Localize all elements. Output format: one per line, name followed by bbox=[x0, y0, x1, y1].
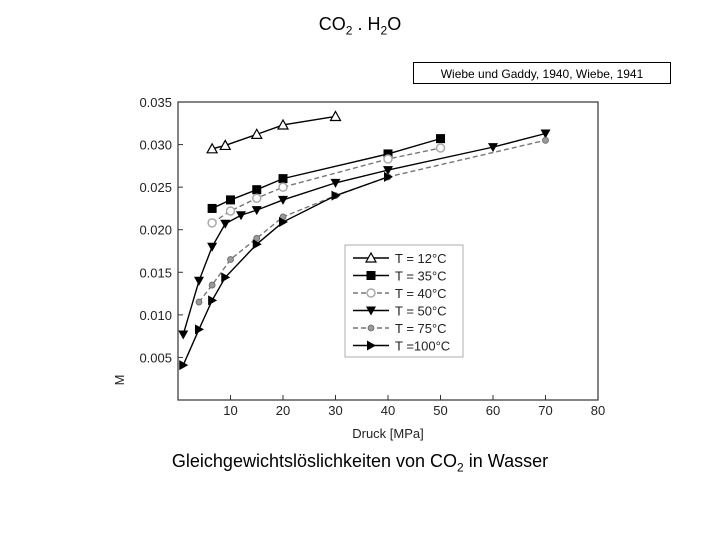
x-tick-label: 50 bbox=[433, 403, 447, 418]
legend-marker bbox=[367, 324, 375, 332]
legend-marker bbox=[366, 306, 376, 316]
series-layer bbox=[178, 110, 551, 371]
data-point bbox=[251, 206, 262, 216]
series-3 bbox=[207, 143, 446, 228]
data-point bbox=[488, 143, 498, 153]
chart-title: CO2 . H2O bbox=[318, 14, 402, 38]
x-tick-label: 40 bbox=[381, 403, 395, 418]
data-point bbox=[195, 324, 204, 335]
data-point bbox=[276, 118, 290, 130]
series-line bbox=[211, 115, 336, 150]
legend-box bbox=[344, 244, 464, 358]
legend-label: T = 50°C bbox=[395, 304, 447, 319]
data-point bbox=[540, 129, 551, 139]
legend-marker bbox=[366, 288, 376, 298]
x-tick-label: 20 bbox=[276, 403, 290, 418]
data-point bbox=[383, 154, 393, 164]
data-point bbox=[383, 149, 393, 159]
y-tick-label: 0.015 bbox=[139, 265, 172, 280]
data-point bbox=[195, 298, 203, 306]
data-point bbox=[227, 256, 234, 263]
data-point bbox=[194, 276, 204, 286]
data-point bbox=[331, 190, 341, 201]
source-label: Wiebe und Gaddy, 1940, Wiebe, 1941 bbox=[413, 62, 671, 84]
data-point bbox=[278, 174, 288, 184]
data-point bbox=[208, 295, 218, 306]
data-point bbox=[221, 272, 231, 283]
legend-item: T = 75°C bbox=[353, 321, 447, 336]
data-point bbox=[207, 218, 217, 228]
data-point bbox=[435, 143, 446, 153]
data-point bbox=[206, 142, 219, 154]
series-1 bbox=[206, 110, 342, 154]
data-point bbox=[542, 136, 549, 144]
legend-label: T = 12°C bbox=[395, 251, 447, 266]
data-point bbox=[225, 206, 236, 216]
y-tick-label: 0.030 bbox=[139, 138, 172, 153]
data-point bbox=[330, 178, 341, 188]
y-tick-label: 0.005 bbox=[139, 350, 172, 365]
data-point bbox=[384, 171, 393, 182]
series-6 bbox=[179, 171, 393, 371]
data-point bbox=[250, 128, 263, 139]
data-point bbox=[252, 185, 262, 195]
data-point bbox=[436, 134, 445, 144]
legend-item: T = 50°C bbox=[353, 304, 447, 319]
x-tick-label: 80 bbox=[591, 403, 605, 418]
x-axis-label: Druck [MPa] bbox=[352, 426, 424, 441]
series-line bbox=[211, 137, 441, 210]
legend-item: T =100°C bbox=[353, 339, 450, 354]
series-4 bbox=[178, 129, 551, 340]
legend: T = 12°C T = 35°C T = 40°C T = 50°C T = 75°C… bbox=[344, 244, 464, 358]
legend-item: T = 35°C bbox=[353, 269, 447, 284]
data-point bbox=[252, 239, 262, 250]
legend-label: T = 35°C bbox=[395, 269, 447, 284]
legend-label: T =100°C bbox=[395, 339, 450, 354]
legend-item: T = 40°C bbox=[353, 286, 447, 301]
data-point bbox=[279, 217, 288, 228]
figure-caption: Gleichgewichtslöslichkeiten von CO2 in W… bbox=[171, 451, 549, 475]
legend-marker bbox=[367, 340, 376, 351]
data-point bbox=[383, 166, 393, 176]
series-2 bbox=[207, 134, 445, 213]
x-tick-label: 70 bbox=[538, 403, 552, 418]
x-tick-label: 10 bbox=[223, 403, 237, 418]
data-point bbox=[236, 211, 246, 221]
legend-label: T = 40°C bbox=[395, 286, 447, 301]
y-tick-label: 0.035 bbox=[139, 95, 172, 110]
data-point bbox=[253, 234, 261, 242]
data-point bbox=[208, 281, 216, 289]
y-tick-label: 0.020 bbox=[139, 223, 172, 238]
y-tick-label: 0.025 bbox=[139, 180, 172, 195]
series-line bbox=[198, 139, 546, 303]
data-point bbox=[207, 203, 217, 213]
data-point bbox=[207, 242, 218, 252]
x-tick-label: 30 bbox=[328, 403, 342, 418]
legend-marker bbox=[364, 251, 378, 263]
data-point bbox=[329, 110, 342, 122]
data-point bbox=[278, 195, 288, 205]
data-point bbox=[278, 182, 288, 192]
x-tick-label: 60 bbox=[486, 403, 500, 418]
data-point bbox=[252, 193, 262, 203]
legend-marker bbox=[366, 271, 376, 280]
data-point bbox=[226, 195, 235, 205]
data-point bbox=[179, 360, 189, 371]
legend-label: T = 75°C bbox=[395, 321, 447, 336]
legend-item: T = 12°C bbox=[353, 251, 447, 266]
data-point bbox=[220, 219, 231, 229]
y-axis-label: M bbox=[112, 375, 127, 386]
axes-layer: 10 20 30 40 50 60 70 80 0.005 0.010 0.015 0.020 0.02… bbox=[139, 95, 605, 418]
data-point bbox=[219, 139, 232, 151]
series-line bbox=[182, 176, 389, 366]
data-point bbox=[178, 330, 189, 340]
y-tick-label: 0.010 bbox=[139, 308, 172, 323]
